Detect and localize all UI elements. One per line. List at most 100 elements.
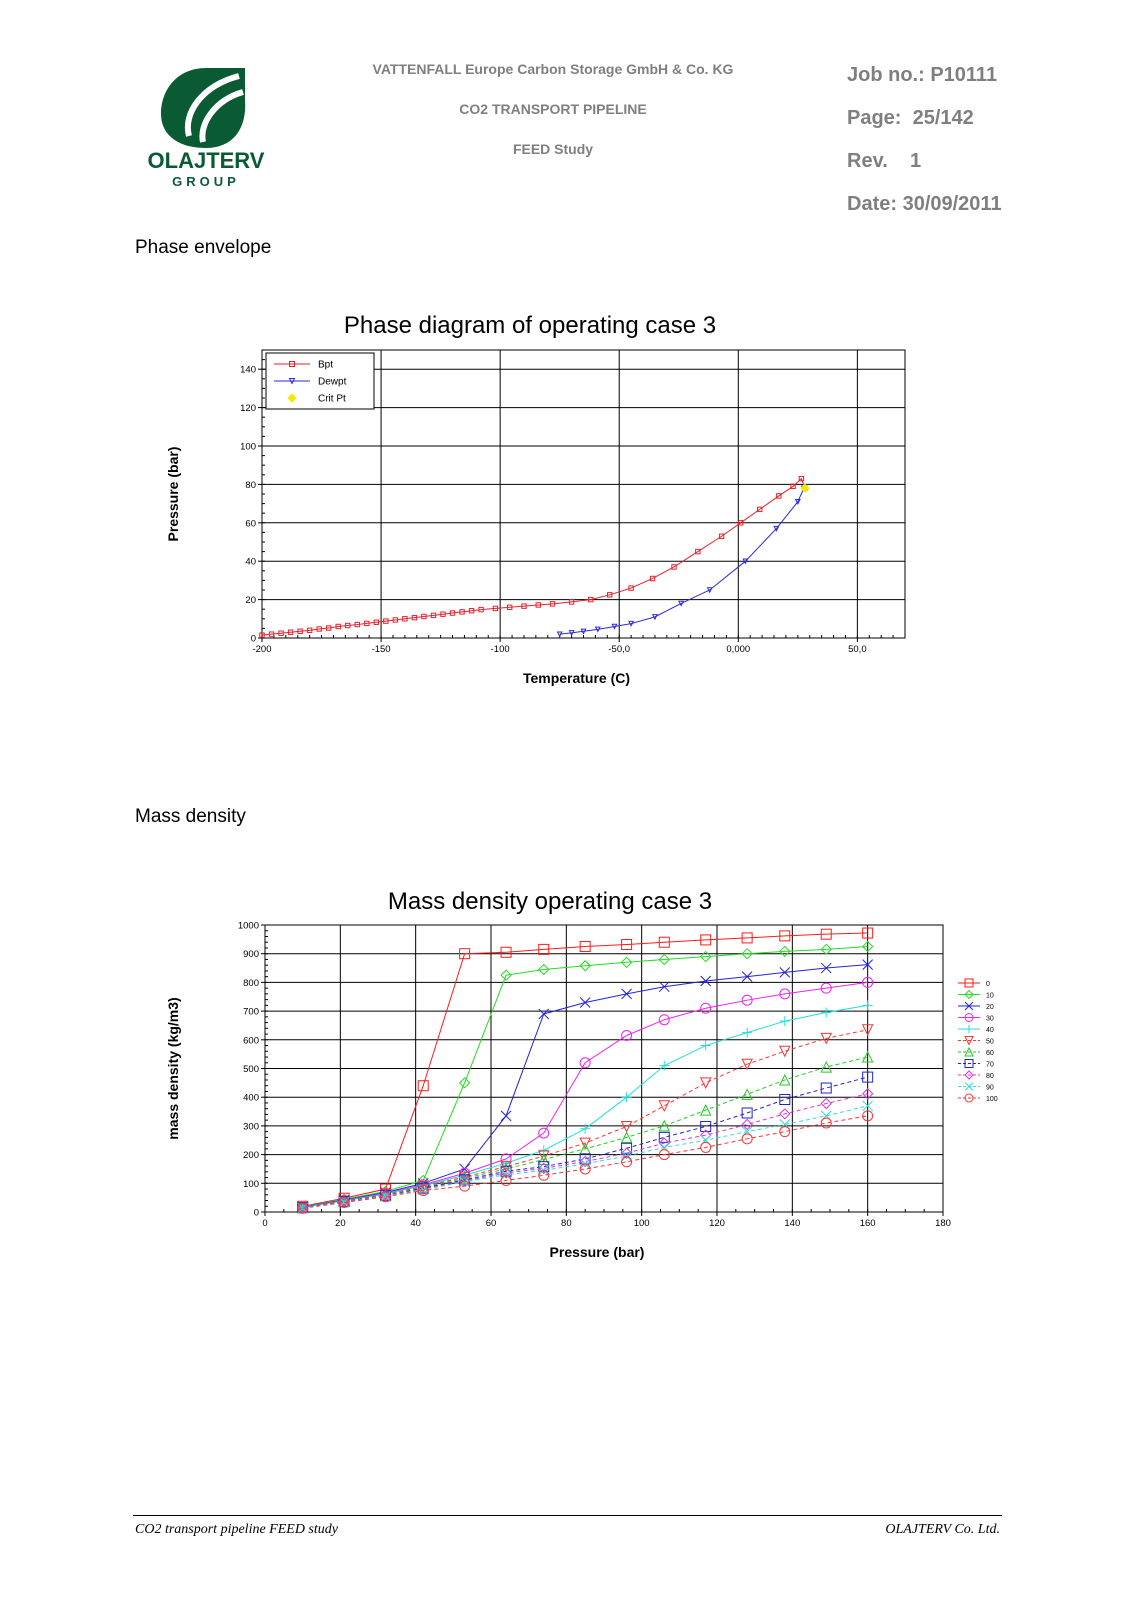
data-point [621,1150,632,1162]
data-point [741,947,753,960]
data-point [779,930,791,942]
legend-label: 80 [986,1073,994,1080]
data-point [820,962,832,974]
data-point [779,1108,791,1120]
legend-swatch-marker [287,393,297,403]
page-number: Page: 25/142 [847,107,974,129]
data-point [354,621,360,628]
data-point [620,1120,633,1133]
data-point [700,1141,712,1153]
data-point [658,953,670,966]
x-tick-label: 50,0 [848,644,867,655]
data-point [379,1190,392,1202]
data-point [700,1002,712,1014]
y-tick-label: 0 [254,1208,259,1219]
data-point [297,1202,309,1214]
data-point [798,475,805,482]
data-point [737,520,744,526]
y-tick-label: 0 [251,634,256,645]
data-point [587,596,594,603]
data-point [556,631,563,638]
data-point [364,620,370,627]
legend-swatch-marker [965,1025,973,1033]
data-point [757,506,763,513]
legend-label: 50 [986,1039,994,1046]
data-point [658,936,670,948]
x-tick-label: 0,000 [726,644,750,655]
data-point [594,626,601,633]
data-point [621,1156,633,1168]
x-axis-label: Temperature (C) [523,670,630,686]
y-tick-label: 800 [243,978,259,989]
data-point [718,533,725,539]
x-tick-label: 80 [561,1218,572,1229]
data-point [820,1117,832,1129]
data-point [579,1163,591,1175]
chart-legend: Bpt Dewpt Crit Pt [265,352,375,410]
legend-swatch-marker [964,978,974,988]
x-tick-label: -200 [252,644,271,655]
data-point [478,606,484,613]
data-point [861,940,874,953]
data-point [821,1007,832,1018]
y-axis-label: Pressure (bar) [165,447,181,542]
data-point [259,632,265,638]
data-point [500,969,512,981]
data-point [521,603,527,609]
data-point [659,1060,670,1071]
y-tick-label: 400 [243,1093,259,1104]
data-point [628,585,634,591]
footer-right: OLAJTERV Co. Ltd. [885,1522,1000,1537]
data-point [820,982,832,994]
data-point [700,1040,711,1051]
legend-label: Dewpt [318,377,347,388]
legend-swatch-marker [964,1036,974,1046]
legend-label: 40 [986,1027,994,1034]
data-point [580,628,587,635]
data-point [538,1127,550,1139]
data-point [500,1110,512,1122]
data-point [579,1057,591,1069]
data-point [861,1050,874,1063]
data-point [628,620,635,627]
data-point [621,1029,633,1041]
data-point [800,483,810,493]
data-point [862,1100,874,1112]
data-point [790,483,796,490]
data-point [620,1131,633,1143]
data-point [820,943,832,956]
data-point [699,1077,712,1089]
data-point [335,623,341,630]
data-point [287,629,294,635]
legend-label: 10 [986,993,994,1000]
data-point [700,1120,712,1132]
data-point [538,1008,550,1020]
legend-label: 30 [986,1016,994,1023]
data-point [741,1107,753,1119]
data-point [579,941,591,953]
y-tick-label: 40 [245,557,256,568]
data-point [440,611,446,617]
mass-density-chart: Mass density operating case 3 0 20 40 60 80 10… [165,888,998,1260]
data-point [699,950,712,963]
legend-swatch-marker [964,1059,974,1068]
data-point [658,981,670,993]
x-axis-label: Pressure (bar) [550,1244,645,1260]
data-point [580,1123,591,1134]
x-tick-label: 20 [335,1218,346,1229]
data-point [779,945,791,958]
data-point [742,1027,753,1038]
data-point [699,1103,712,1116]
data-point [568,630,575,637]
series-bpt [259,475,808,638]
data-point [820,1032,833,1045]
axis-ticks [258,349,906,642]
data-point [741,1133,753,1145]
series-100 [297,1110,874,1214]
data-point [345,622,351,629]
legend-label: 100 [986,1096,998,1103]
data-point [658,1014,670,1026]
series-crit-pt [800,483,810,493]
y-tick-label: 80 [245,480,256,491]
data-point [671,564,677,570]
